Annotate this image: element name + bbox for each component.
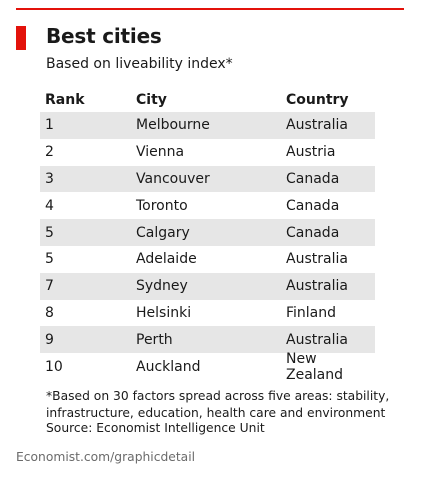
rank-cell: 3	[45, 170, 54, 187]
header-country: Country	[286, 92, 349, 108]
red-accent-block	[16, 26, 26, 50]
country-cell: Austria	[286, 144, 336, 161]
city-cell: Sydney	[136, 278, 188, 295]
country-cell: Australia	[286, 278, 348, 295]
table-row: 10 Auckland New Zealand	[40, 350, 375, 383]
city-cell: Vienna	[136, 144, 185, 161]
city-cell: Vancouver	[136, 170, 210, 187]
rank-cell: 2	[45, 144, 54, 161]
table-row: 3 Vancouver Canada	[40, 165, 375, 193]
table-row: 1 Melbourne Australia	[40, 112, 375, 139]
header-rank: Rank	[45, 92, 85, 108]
table-row: 7 Sydney Australia	[40, 272, 375, 300]
chart-title: Best cities	[46, 24, 162, 48]
rank-cell: 8	[45, 304, 54, 321]
table-row: 5 Calgary Canada	[40, 219, 375, 246]
city-cell: Perth	[136, 331, 173, 348]
rank-cell: 9	[45, 331, 54, 348]
country-cell: Canada	[286, 170, 340, 187]
footnote: *Based on 30 factors spread across five …	[46, 388, 426, 422]
rank-cell: 10	[45, 358, 63, 375]
branding-link: Economist.com/graphicdetail	[16, 450, 196, 464]
rank-cell: 5	[45, 224, 54, 241]
country-cell: New Zealand	[286, 350, 344, 383]
cities-table: Rank City Country 1 Melbourne Australia 2 Vi…	[40, 88, 375, 383]
chart-subtitle: Based on liveability index*	[46, 56, 233, 72]
city-cell: Calgary	[136, 224, 190, 241]
city-cell: Toronto	[136, 197, 188, 214]
table-header: Rank City Country	[40, 88, 375, 112]
table-row: 5 Adelaide Australia	[40, 246, 375, 273]
table-row: 9 Perth Australia	[40, 326, 375, 354]
city-cell: Melbourne	[136, 117, 210, 134]
country-cell: Australia	[286, 331, 348, 348]
country-cell: Canada	[286, 224, 340, 241]
rank-cell: 4	[45, 197, 54, 214]
top-rule	[16, 8, 404, 10]
table-body: 1 Melbourne Australia 2 Vienna Austria 3 Vancou…	[40, 112, 375, 383]
footnote-line-2: infrastructure, education, health care a…	[46, 406, 386, 420]
city-cell: Adelaide	[136, 251, 197, 268]
country-cell: Canada	[286, 197, 340, 214]
rank-cell: 7	[45, 278, 54, 295]
source-note: Source: Economist Intelligence Unit	[46, 421, 265, 435]
table-row: 4 Toronto Canada	[40, 192, 375, 219]
table-row: 8 Helsinki Finland	[40, 300, 375, 327]
table-row: 2 Vienna Austria	[40, 139, 375, 166]
country-cell: Finland	[286, 304, 337, 321]
country-cell: Australia	[286, 251, 348, 268]
rank-cell: 1	[45, 117, 54, 134]
footnote-line-1: *Based on 30 factors spread across five …	[46, 389, 390, 403]
header-city: City	[136, 92, 167, 108]
rank-cell: 5	[45, 251, 54, 268]
city-cell: Helsinki	[136, 304, 192, 321]
city-cell: Auckland	[136, 358, 201, 375]
country-cell: Australia	[286, 117, 348, 134]
